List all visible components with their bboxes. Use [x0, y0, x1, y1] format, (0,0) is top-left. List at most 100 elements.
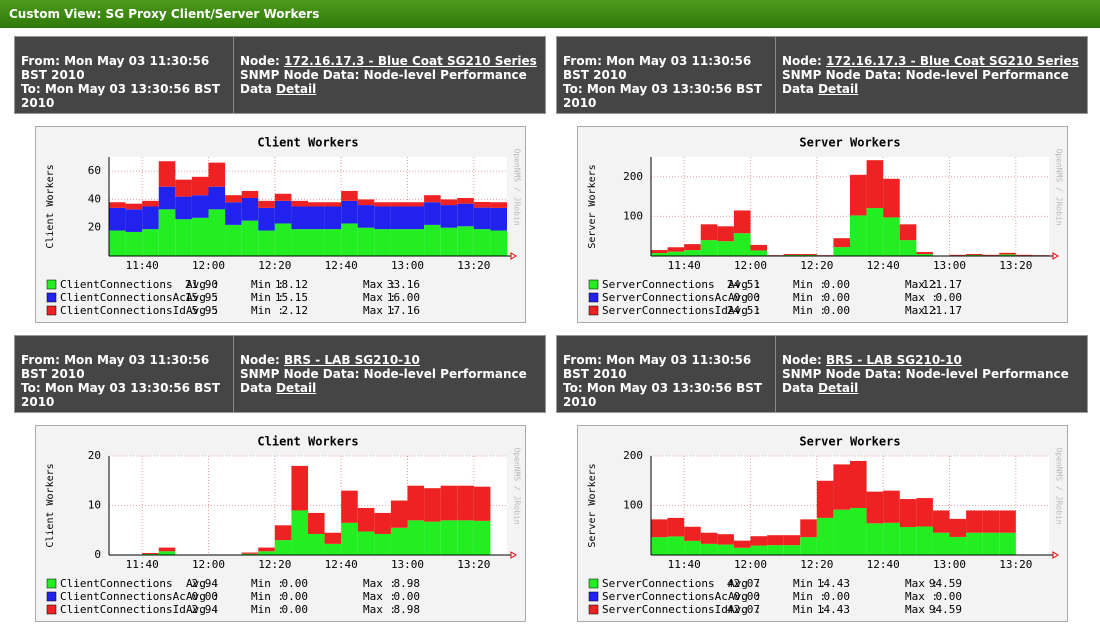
node-info: Node: BRS - LAB SG210-10 SNMP Node Data: … — [235, 336, 545, 412]
node-link[interactable]: 172.16.17.3 - Blue Coat SG210 Series — [284, 54, 537, 68]
to-text: To: Mon May 03 13:30:56 BST 2010 — [21, 82, 221, 110]
bar-segment — [899, 240, 917, 256]
chart: Client Workers Client Workers OpenNMS / JR… — [45, 136, 522, 318]
bar-segment — [440, 520, 458, 555]
node-link[interactable]: BRS - LAB SG210-10 — [826, 353, 962, 367]
bar-segment — [274, 193, 292, 201]
bar-segment — [374, 202, 391, 207]
bar-segment — [357, 227, 375, 256]
bar-segment — [684, 526, 701, 541]
bar-segment — [833, 464, 850, 510]
bar-segment — [357, 199, 375, 206]
bar-segment — [833, 238, 850, 248]
stat-label: Min : — [251, 278, 284, 291]
bar-segment — [142, 200, 159, 207]
bar-segment — [258, 230, 275, 256]
bar-segment — [407, 229, 425, 256]
bar-segment — [109, 230, 126, 256]
bar-segment — [982, 532, 1000, 555]
legend-label: ServerConnections — [602, 278, 715, 291]
stat-value: 0.00 — [824, 278, 851, 291]
bar-segment — [109, 202, 126, 208]
stat-value: 15.15 — [275, 291, 308, 304]
x-tick-label: 13:20 — [999, 259, 1032, 272]
node-info: Node: BRS - LAB SG210-10 SNMP Node Data: … — [777, 336, 1087, 412]
stat-value: 24.51 — [727, 278, 760, 291]
stat-value: 2.12 — [282, 304, 309, 317]
bar-segment — [750, 536, 768, 546]
legend-label: ServerConnections — [602, 577, 715, 590]
detail-link[interactable]: Detail — [818, 82, 859, 96]
detail-link[interactable]: Detail — [818, 381, 859, 395]
node-info: Node: 172.16.17.3 - Blue Coat SG210 Seri… — [777, 37, 1087, 113]
stat-value: 0.00 — [282, 603, 309, 616]
legend-label: ClientConnectionsId — [60, 603, 186, 616]
snmp-text: SNMP Node Data: Node-level Performance — [240, 367, 527, 381]
node-link[interactable]: 172.16.17.3 - Blue Coat SG210 Series — [826, 54, 1079, 68]
x-tick-label: 13:20 — [999, 558, 1032, 571]
from-text: From: Mon May 03 11:30:56 BST 2010 — [563, 353, 752, 381]
y-tick-label: 60 — [88, 164, 101, 177]
stat-label: Avg : — [728, 278, 761, 291]
bar-segment — [225, 224, 242, 256]
snmp-line: Data Detail — [240, 82, 540, 96]
stat-label: Min : — [793, 603, 826, 616]
legend-label: ClientConnectionsAc — [60, 590, 186, 603]
bar-segment — [733, 233, 751, 256]
stat-value: 0.00 — [192, 590, 219, 603]
detail-link[interactable]: Detail — [276, 82, 317, 96]
bar-segment — [899, 224, 917, 241]
node-link[interactable]: BRS - LAB SG210-10 — [284, 353, 420, 367]
axis-arrow — [510, 551, 517, 559]
bar-segment — [208, 162, 226, 187]
bar-segment — [407, 520, 425, 555]
y-tick-label: 100 — [623, 209, 643, 222]
bar-segment — [982, 254, 1000, 256]
bar-segment — [667, 536, 685, 555]
bar-segment — [999, 252, 1016, 255]
axis-arrow — [1052, 252, 1059, 260]
bar-segment — [490, 230, 507, 256]
stat-label: Avg : — [728, 304, 761, 317]
bar-segment — [999, 532, 1016, 555]
x-tick-label: 11:40 — [668, 259, 701, 272]
stat-value: 0.00 — [394, 590, 421, 603]
bar-segment — [866, 160, 884, 209]
bar-segment — [324, 229, 342, 256]
stat-label: Min : — [793, 304, 826, 317]
detail-link[interactable]: Detail — [276, 381, 317, 395]
bar-segment — [390, 229, 408, 256]
bar-segment — [390, 500, 408, 528]
legend-swatch — [588, 578, 599, 589]
stat-value: 0.00 — [936, 590, 963, 603]
bar-segment — [883, 490, 900, 523]
bar-segment — [374, 512, 391, 534]
bar-segment — [733, 540, 751, 548]
stat-label: Max : — [363, 603, 396, 616]
time-range: From: Mon May 03 11:30:56 BST 2010 To: Mo… — [15, 37, 234, 113]
bar-segment — [241, 198, 259, 221]
bar-segment — [158, 161, 176, 187]
bar-segment — [866, 523, 884, 555]
bar-segment — [308, 512, 325, 534]
bar-segment — [357, 205, 375, 228]
snmp-text: SNMP Node Data: Node-level Performance — [240, 68, 527, 82]
stat-label: Min : — [793, 590, 826, 603]
bar-segment — [457, 485, 474, 521]
stat-label: Max : — [905, 304, 938, 317]
bar-segment — [440, 227, 458, 256]
stat-label: Avg : — [186, 577, 219, 590]
legend-label: ServerConnectionsAc — [602, 590, 728, 603]
stat-label: Min : — [251, 603, 284, 616]
bar-segment — [850, 215, 867, 256]
bar-segment — [390, 202, 408, 207]
stat-label: Max : — [905, 577, 938, 590]
bar-segment — [783, 535, 801, 546]
bar-segment — [274, 540, 292, 555]
bar-segment — [175, 196, 192, 220]
node-line: Node: BRS - LAB SG210-10 — [240, 353, 540, 367]
stat-value: 2.94 — [192, 603, 219, 616]
bar-segment — [109, 207, 126, 231]
x-tick-label: 11:40 — [126, 259, 159, 272]
bar-segment — [966, 510, 983, 533]
